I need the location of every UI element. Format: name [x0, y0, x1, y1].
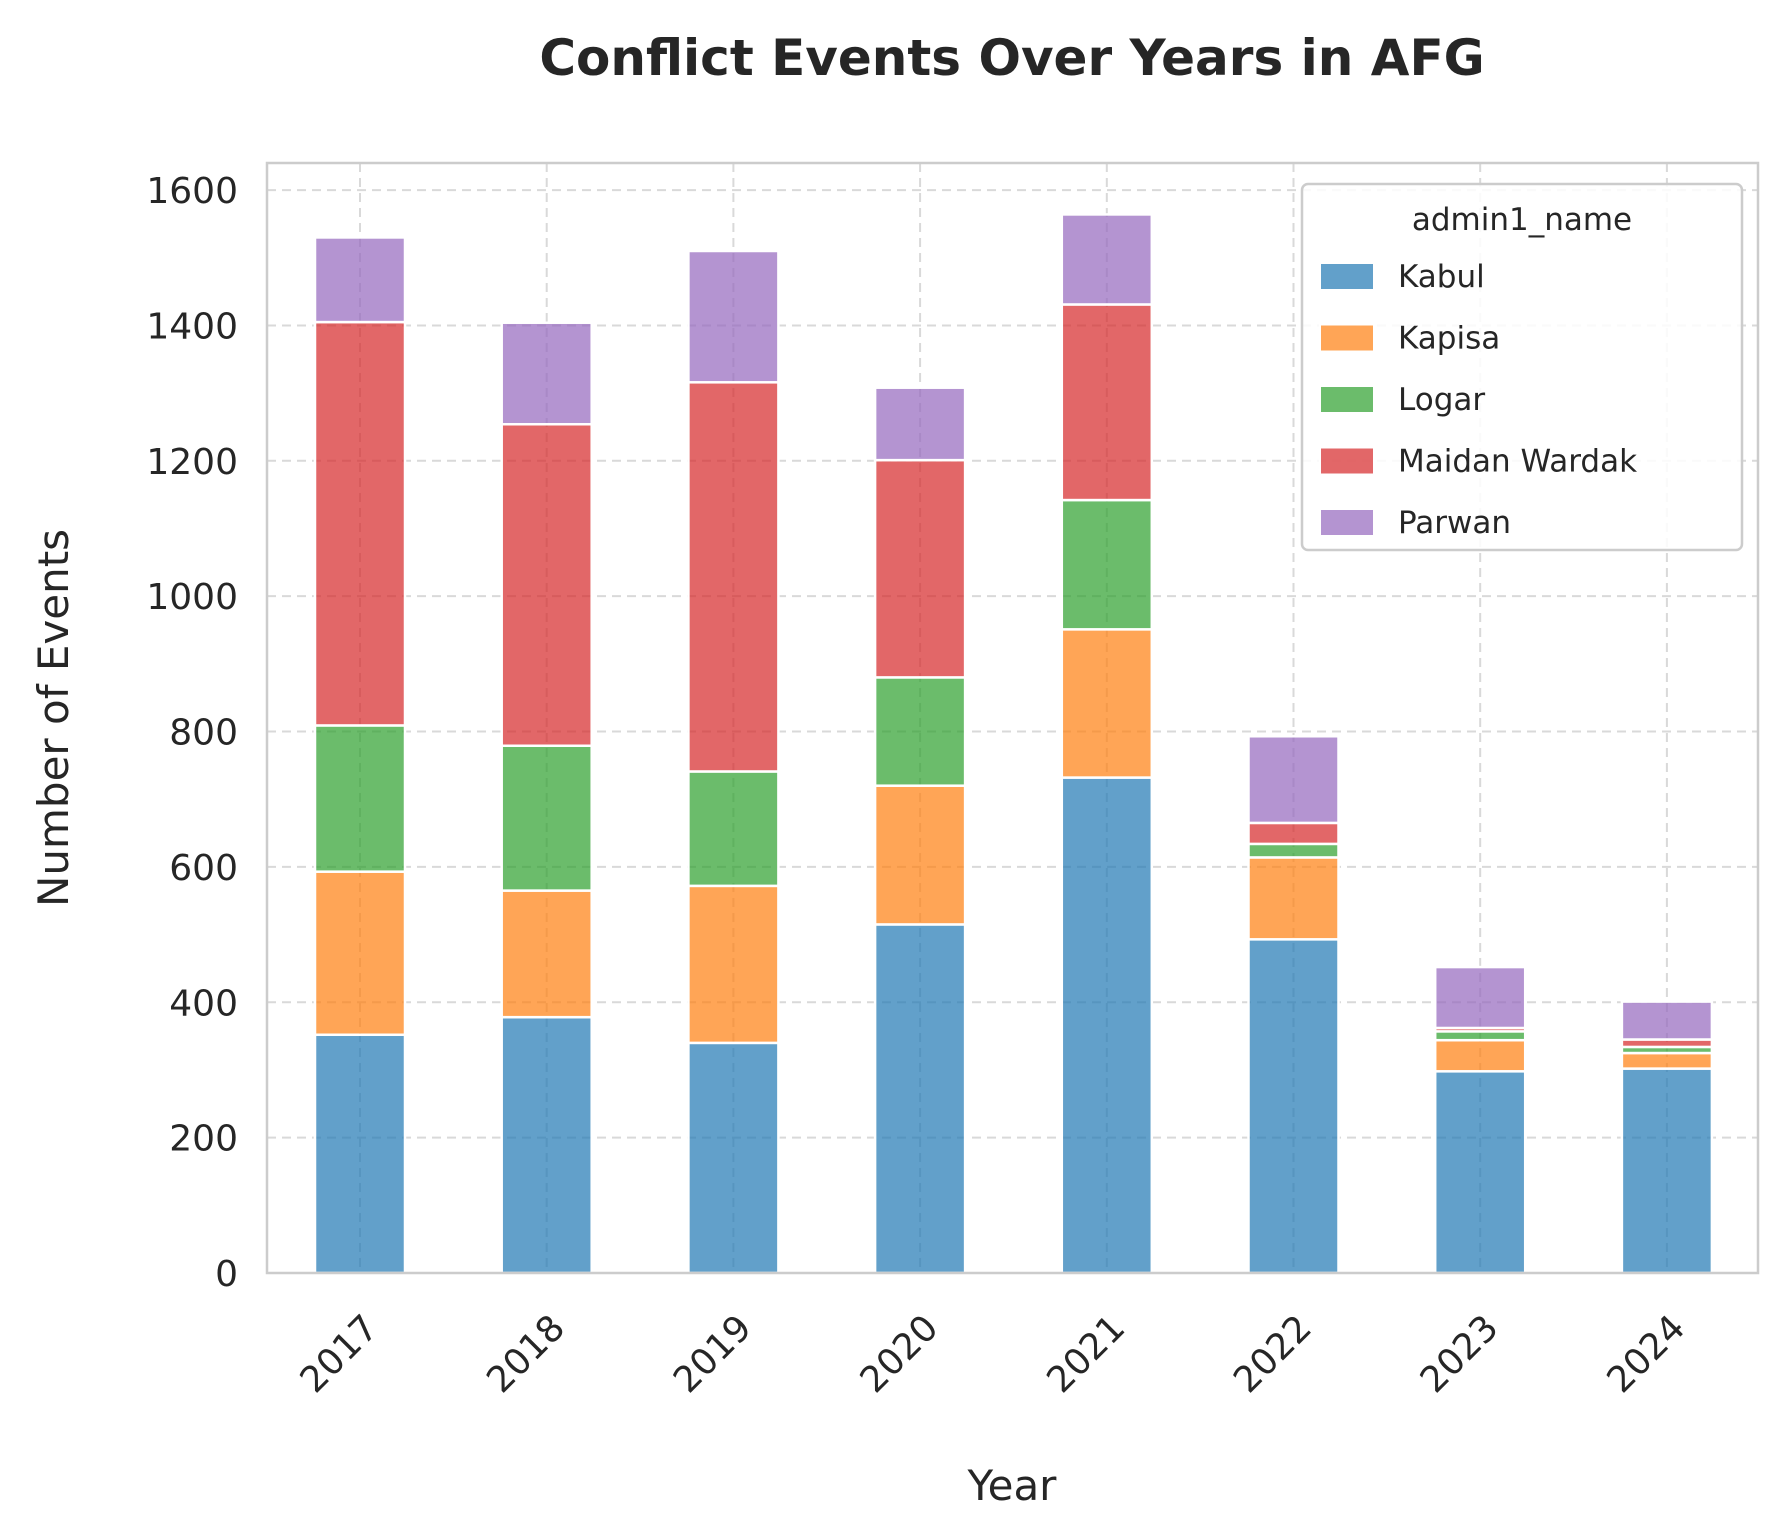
- bar-segment: [873, 386, 967, 462]
- x-tick-label: 2024: [1599, 1307, 1693, 1401]
- bar-segment: [1620, 1051, 1714, 1070]
- bar-segment: [1433, 1030, 1527, 1042]
- bar-segment: [500, 423, 593, 747]
- bar-segment: [1433, 965, 1527, 1030]
- bar-segment: [687, 249, 780, 384]
- bar-segment: [1060, 213, 1154, 306]
- chart-title: Conflict Events Over Years in AFG: [539, 29, 1484, 87]
- legend-swatch: [1319, 323, 1375, 353]
- bar-segment: [873, 458, 967, 679]
- bar-segment: [1060, 498, 1154, 631]
- legend-item-label: Parwan: [1398, 505, 1511, 541]
- bar-segment: [687, 770, 780, 888]
- legend-item-label: Maidan Wardak: [1398, 444, 1637, 480]
- bar-segment: [313, 724, 407, 873]
- y-tick-label: 200: [169, 1119, 238, 1160]
- bar-segment: [313, 870, 407, 1037]
- bar-segment: [1060, 628, 1154, 779]
- bar-segment: [313, 1033, 407, 1275]
- legend-item-label: Kapisa: [1398, 321, 1500, 357]
- bar-segment: [873, 676, 967, 787]
- bar-segment: [1620, 1067, 1714, 1275]
- bar-segment: [873, 923, 967, 1275]
- x-axis-label: Year: [967, 1461, 1058, 1510]
- bar-segment: [1247, 821, 1340, 846]
- bar-segment: [687, 381, 780, 773]
- bar-segment: [1060, 303, 1154, 502]
- x-tick-label: 2017: [293, 1307, 387, 1401]
- bar-segment: [873, 784, 967, 926]
- x-tick-label: 2020: [853, 1307, 947, 1401]
- bar-segment: [687, 884, 780, 1045]
- bar-segment: [500, 321, 593, 426]
- y-tick-label: 0: [215, 1254, 238, 1295]
- y-tick-label: 600: [169, 848, 238, 889]
- legend-swatch: [1319, 262, 1375, 291]
- legend-box: [1300, 182, 1744, 552]
- y-tick-label: 1600: [146, 171, 238, 212]
- x-tick-label: 2022: [1226, 1307, 1320, 1401]
- bar-segment: [500, 744, 593, 892]
- bar-segment: [687, 1041, 780, 1275]
- bar-segment: [313, 320, 407, 727]
- bar-segment: [1247, 856, 1340, 941]
- y-tick-label: 800: [169, 713, 238, 754]
- y-tick-label: 1400: [146, 306, 238, 347]
- bar-segment: [500, 889, 593, 1019]
- legend-title: admin1_name: [1412, 202, 1632, 238]
- legend-swatch: [1319, 508, 1375, 537]
- y-tick-label: 1200: [146, 442, 238, 483]
- bar-segment: [1247, 938, 1340, 1275]
- x-tick-label: 2023: [1413, 1307, 1507, 1401]
- x-tick-label: 2019: [666, 1307, 760, 1401]
- legend-item-label: Kabul: [1398, 259, 1485, 295]
- bars: [313, 213, 1714, 1275]
- bar-segment: [1247, 735, 1340, 825]
- legend: admin1_name Kabul Kapisa Logar Maidan Wardak…: [1300, 182, 1744, 552]
- bar-segment: [1247, 842, 1340, 859]
- y-axis-label: Number of Events: [29, 529, 78, 907]
- legend-swatch: [1319, 385, 1375, 414]
- x-tick-label: 2021: [1039, 1307, 1133, 1401]
- bar-segment: [1433, 1038, 1527, 1073]
- x-tick-label: 2018: [479, 1307, 573, 1401]
- bar-segment: [313, 236, 407, 324]
- bar-segment: [1620, 1000, 1714, 1041]
- bar-segment: [500, 1015, 593, 1275]
- bar-segment: [1433, 1070, 1527, 1275]
- bar-segment: [1060, 776, 1154, 1275]
- legend-swatch: [1319, 446, 1375, 476]
- legend-item-label: Logar: [1398, 382, 1485, 418]
- y-tick-label: 1000: [146, 577, 238, 618]
- y-tick-label: 400: [169, 983, 238, 1024]
- plot-frame: [265, 161, 1760, 1275]
